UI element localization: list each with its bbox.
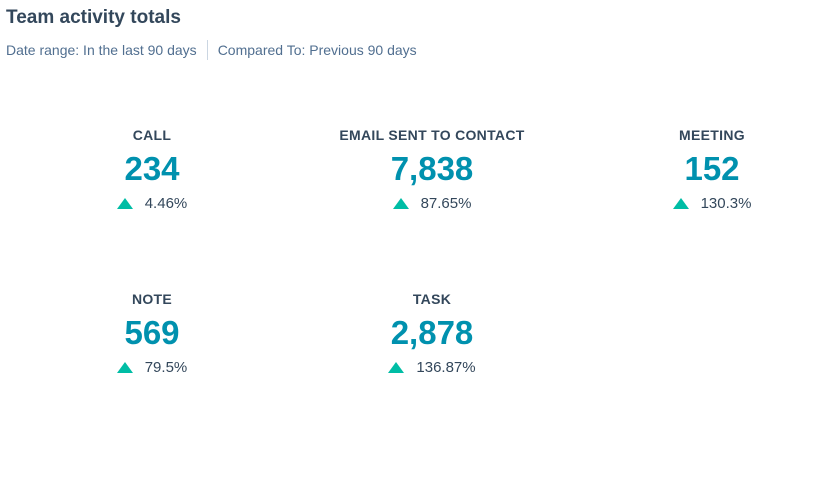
triangle-up-icon bbox=[672, 198, 689, 209]
metric-change: 136.87% bbox=[388, 359, 476, 376]
metric-change-value: 130.3% bbox=[700, 195, 752, 212]
metric-email-sent-to-contact: EMAIL SENT TO CONTACT 7,838 87.65% bbox=[302, 127, 562, 212]
metric-task: TASK 2,878 136.87% bbox=[302, 291, 562, 376]
metric-change-value: 79.5% bbox=[144, 359, 188, 376]
metric-label: CALL bbox=[132, 127, 172, 143]
metric-change-value: 87.65% bbox=[420, 195, 472, 212]
metric-change-value: 136.87% bbox=[416, 359, 476, 376]
metric-value: 152 bbox=[684, 150, 740, 187]
metric-call: CALL 234 4.46% bbox=[22, 127, 282, 212]
metric-label: EMAIL SENT TO CONTACT bbox=[339, 127, 525, 143]
metric-change: 130.3% bbox=[672, 195, 752, 212]
date-range-filter: Date range: In the last 90 days bbox=[6, 42, 197, 58]
metric-label: NOTE bbox=[131, 291, 173, 307]
metric-note: NOTE 569 79.5% bbox=[22, 291, 282, 376]
metric-label: TASK bbox=[412, 291, 452, 307]
triangle-up-icon bbox=[388, 362, 405, 373]
metric-change-value: 4.46% bbox=[144, 195, 188, 212]
report-filters: Date range: In the last 90 days Compared… bbox=[6, 40, 417, 60]
triangle-up-icon bbox=[116, 198, 133, 209]
metric-change: 87.65% bbox=[392, 195, 472, 212]
comparison-filter: Compared To: Previous 90 days bbox=[217, 42, 417, 58]
triangle-up-icon bbox=[116, 362, 133, 373]
report-title: Team activity totals bbox=[6, 7, 181, 28]
metric-meeting: MEETING 152 130.3% bbox=[582, 127, 840, 212]
metric-change: 4.46% bbox=[116, 195, 188, 212]
metric-change: 79.5% bbox=[116, 359, 188, 376]
filter-divider bbox=[206, 40, 208, 60]
metric-value: 2,878 bbox=[390, 314, 474, 351]
metric-value: 569 bbox=[124, 314, 180, 351]
metric-value: 7,838 bbox=[390, 150, 474, 187]
metric-label: MEETING bbox=[679, 127, 745, 143]
triangle-up-icon bbox=[392, 198, 409, 209]
metric-value: 234 bbox=[124, 150, 180, 187]
